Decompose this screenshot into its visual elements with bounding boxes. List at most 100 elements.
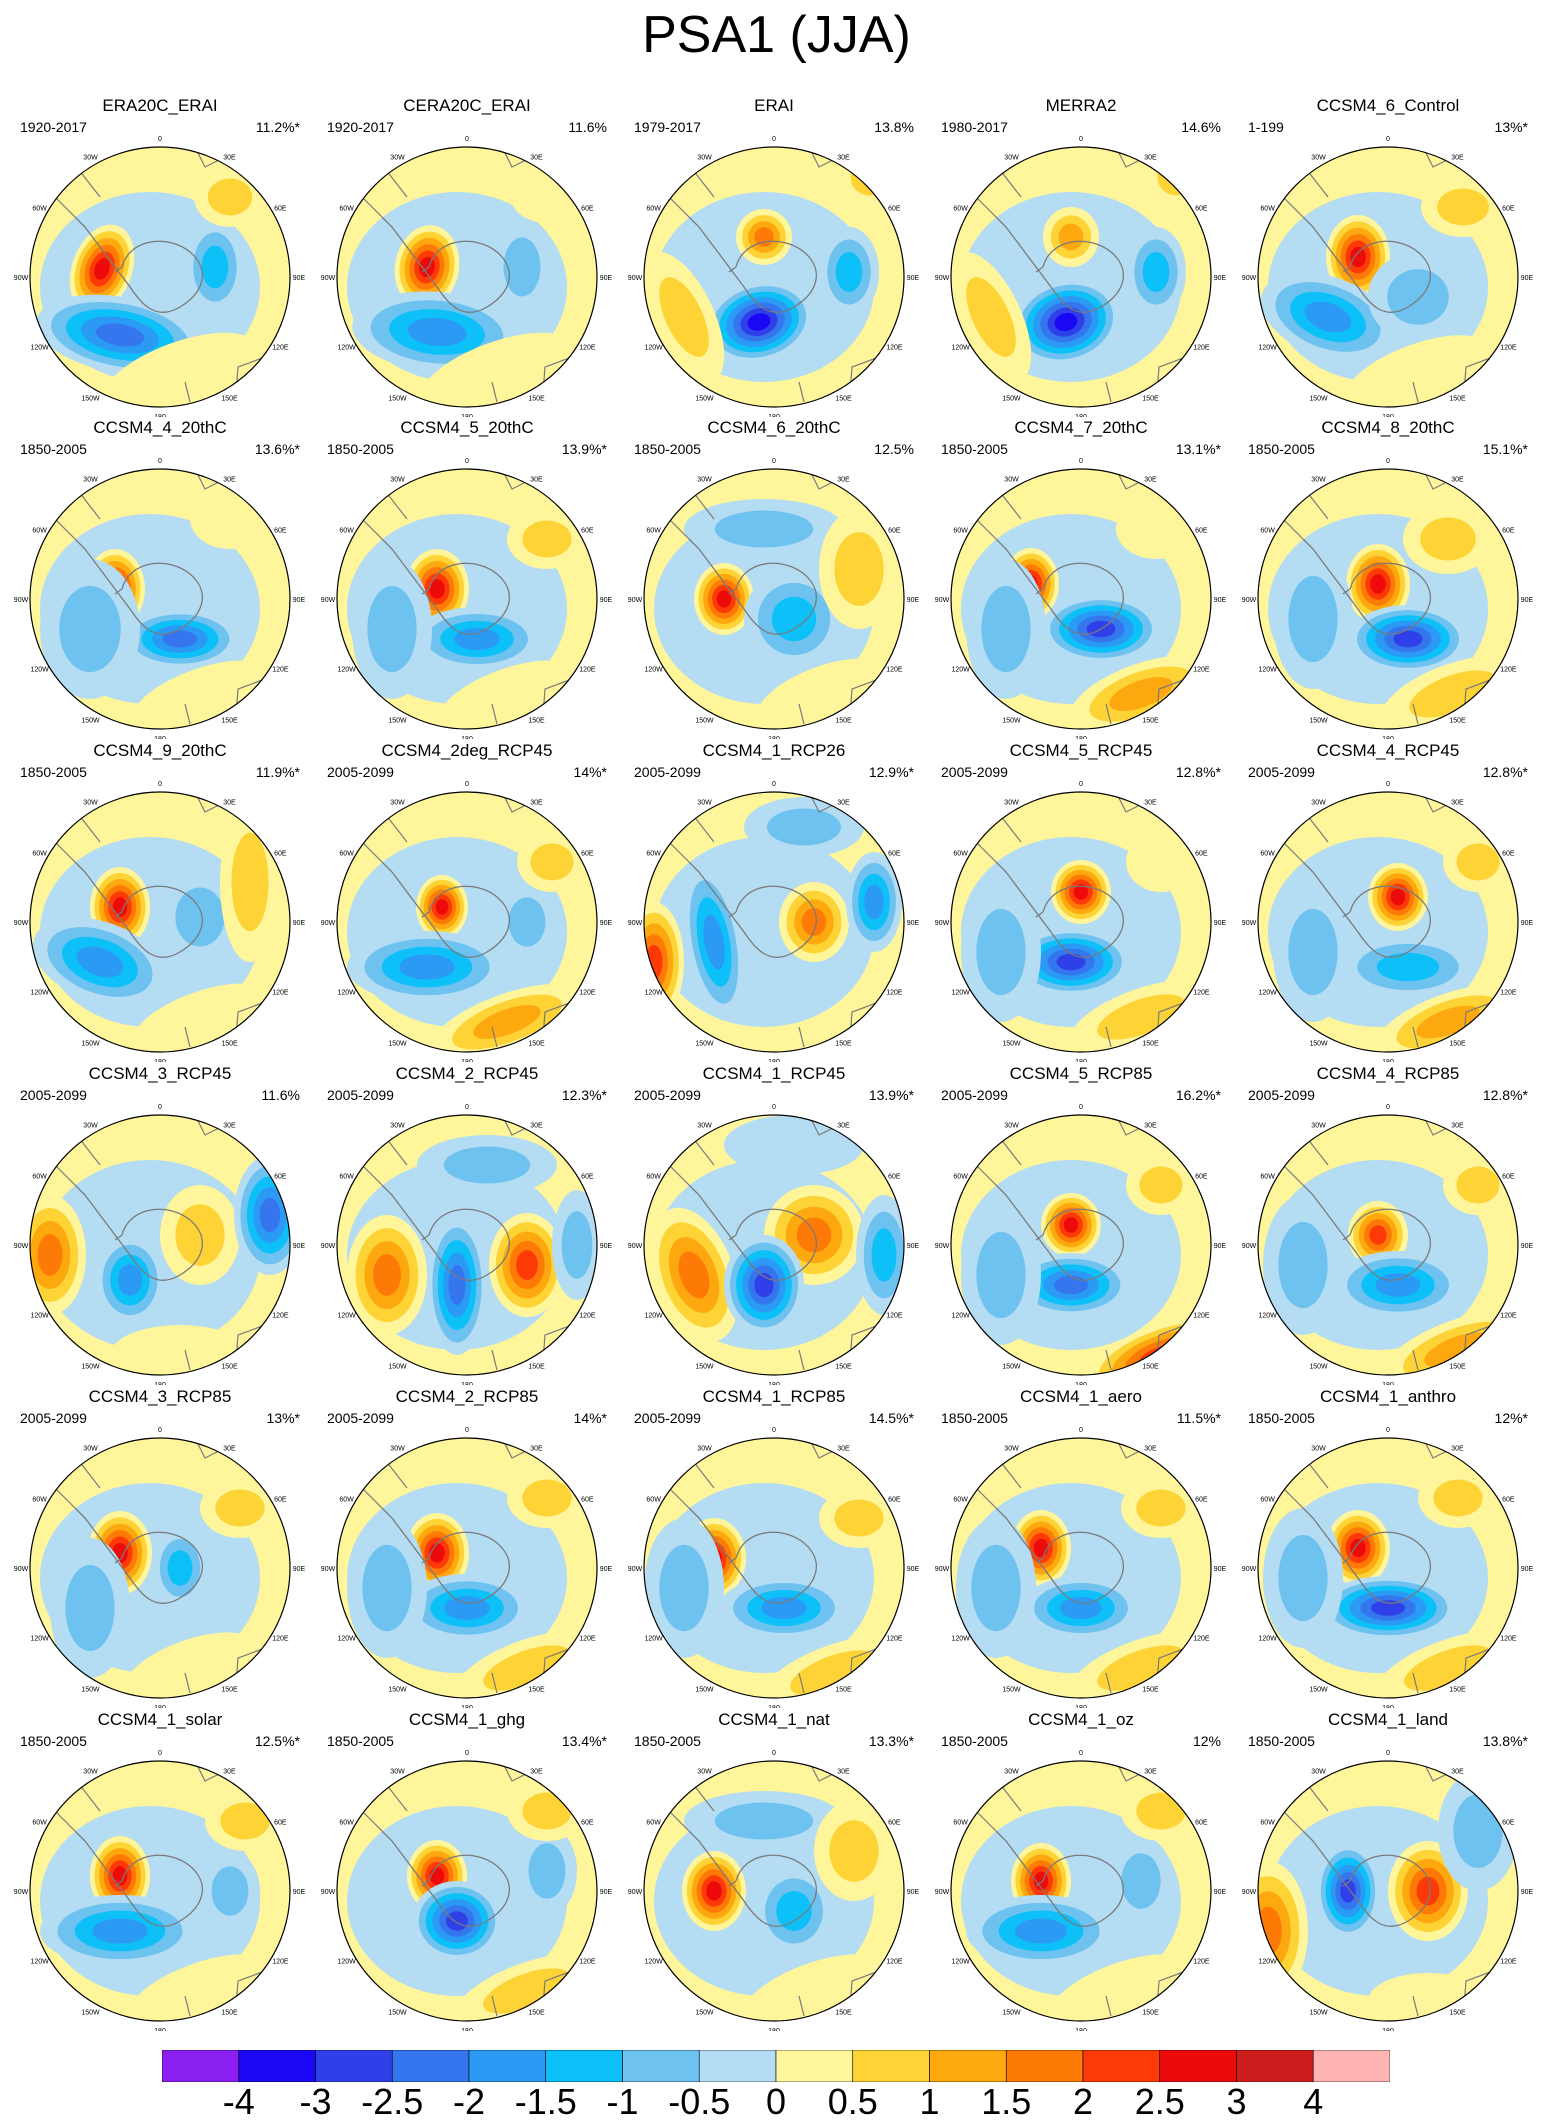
longitude-label: 60W	[32, 1497, 47, 1504]
map-panel: CCSM4_1_RCP26 2005-2099 12.9%* 0 30E 60E 90E 12…	[624, 740, 924, 1062]
panel-variance: 12%	[1192, 1733, 1221, 1749]
longitude-label: 60W	[339, 528, 354, 535]
longitude-label: 180	[461, 1382, 473, 1385]
longitude-label: 120W	[644, 1313, 663, 1320]
longitude-label: 90W	[628, 1889, 643, 1896]
longitude-label: 30E	[1144, 1123, 1157, 1130]
negative-anomaly	[367, 585, 417, 673]
longitude-label: 90W	[321, 275, 336, 282]
positive-anomaly	[1456, 1166, 1500, 1204]
longitude-label: 90W	[14, 275, 29, 282]
panel-period: 1979-2017	[634, 119, 701, 135]
negative-anomaly	[167, 1550, 193, 1586]
longitude-label: 30W	[1004, 477, 1019, 484]
longitude-label: 30E	[223, 155, 236, 162]
longitude-label: 0	[772, 1750, 776, 1757]
positive-anomaly	[429, 1867, 445, 1885]
longitude-label: 150W	[81, 717, 100, 724]
longitude-label: 120W	[337, 1313, 356, 1320]
negative-anomaly	[59, 585, 121, 673]
longitude-label: 90E	[907, 1243, 920, 1250]
panel-variance: 13.9%*	[868, 1087, 914, 1103]
colorbar-tick-label: 0.5	[827, 2081, 878, 2122]
panel-title: ERAI	[754, 96, 794, 115]
longitude-label: 120E	[272, 345, 289, 352]
positive-anomaly	[207, 178, 253, 216]
negative-anomaly	[407, 317, 467, 347]
longitude-label: 120E	[1193, 1959, 1210, 1966]
positive-anomaly	[1409, 670, 1497, 718]
polar-map: 0 30E 60E 90E 120E 150E 180 150W 120W 90W 60W 30W	[14, 781, 306, 1062]
longitude-label: 120W	[1258, 345, 1277, 352]
positive-anomaly	[1456, 843, 1500, 881]
map-panel: CCSM4_3_RCP45 2005-2099 11.6% 0 30E 60E 90E 120…	[10, 1063, 310, 1385]
longitude-label: 30W	[1004, 1769, 1019, 1776]
positive-anomaly	[706, 1881, 722, 1901]
longitude-label: 150E	[835, 1040, 852, 1047]
longitude-label: 90E	[907, 1566, 920, 1573]
longitude-label: 60W	[339, 1497, 354, 1504]
map-panel: CCSM4_3_RCP85 2005-2099 13%* 0 30E 60E 90E 120E…	[10, 1386, 310, 1708]
map-boundary	[950, 1114, 1212, 1376]
longitude-label: 90W	[1242, 275, 1257, 282]
longitude-label: 120E	[886, 1959, 903, 1966]
longitude-label: 150E	[221, 395, 238, 402]
longitude-label: 150W	[388, 395, 407, 402]
antarctica-coastline	[995, 1507, 1124, 1604]
colorbar-swatch	[315, 2050, 393, 2082]
longitude-label: 60E	[1195, 528, 1208, 535]
panel-variance: 13.4%*	[561, 1733, 607, 1749]
longitude-label: 60E	[1195, 1820, 1208, 1827]
positive-anomaly	[1058, 223, 1084, 251]
longitude-label: 0	[158, 1104, 162, 1111]
longitude-label: 0	[1079, 1427, 1083, 1434]
positive-anomaly	[215, 1489, 265, 1527]
panel-period: 1850-2005	[634, 441, 701, 457]
map-boundary	[1257, 791, 1519, 1053]
positive-anomaly	[1346, 335, 1490, 407]
negative-anomaly	[1054, 312, 1078, 332]
polar-map: 0 30E 60E 90E 120E 150E 180 150W 120W 90W 60W 30W	[628, 458, 920, 739]
longitude-label: 150E	[1142, 1686, 1159, 1693]
colorbar-swatch	[775, 2050, 854, 2082]
longitude-label: 120E	[579, 1313, 596, 1320]
longitude-label: 180	[1075, 736, 1087, 739]
longitude-label: 120W	[644, 667, 663, 674]
colorbar-swatch	[1312, 2050, 1390, 2082]
map-boundary	[643, 146, 905, 408]
longitude-label: 60E	[274, 1174, 287, 1181]
longitude-label: 60W	[953, 851, 968, 858]
colorbar-tick-label: 4	[1303, 2081, 1324, 2122]
panel-period: 1850-2005	[634, 1733, 701, 1749]
longitude-label: 60E	[581, 1820, 594, 1827]
colorbar-swatch	[238, 2050, 316, 2082]
longitude-label: 90W	[628, 1566, 643, 1573]
longitude-label: 60W	[32, 206, 47, 213]
longitude-label: 120E	[1500, 667, 1517, 674]
longitude-label: 90E	[600, 1889, 613, 1896]
panel-period: 1-199	[1248, 119, 1284, 135]
longitude-label: 30E	[1144, 1769, 1157, 1776]
panel-title: CCSM4_1_oz	[1028, 1710, 1134, 1729]
longitude-label: 60E	[888, 1497, 901, 1504]
antarctica-coastline	[688, 1184, 817, 1281]
panel-variance: 11.6%	[568, 119, 607, 135]
negative-anomaly	[1304, 301, 1352, 333]
antarctica-coastline	[381, 538, 510, 635]
panel-title: CCSM4_1_ghg	[408, 1710, 526, 1729]
polar-map: 0 30E 60E 90E 120E 150E 180 150W 120W 90W 60W 30W	[321, 1104, 613, 1385]
longitude-label: 90W	[1242, 1243, 1257, 1250]
longitude-label: 180	[1075, 1059, 1087, 1062]
antarctica-coastline	[74, 1507, 203, 1604]
map-panel: CCSM4_1_anthro 1850-2005 12%* 0 30E 60E 90E 120…	[1238, 1386, 1538, 1708]
negative-anomaly	[454, 627, 500, 651]
longitude-label: 90E	[600, 597, 613, 604]
antarctica-coastline	[381, 1184, 510, 1281]
longitude-label: 0	[158, 458, 162, 465]
panel-title: CCSM4_2_RCP85	[395, 1387, 539, 1406]
longitude-label: 60E	[1195, 1497, 1208, 1504]
panel-period: 2005-2099	[20, 1410, 87, 1426]
negative-anomaly	[65, 1564, 115, 1652]
antarctica-coastline	[74, 861, 203, 958]
longitude-label: 60W	[339, 851, 354, 858]
